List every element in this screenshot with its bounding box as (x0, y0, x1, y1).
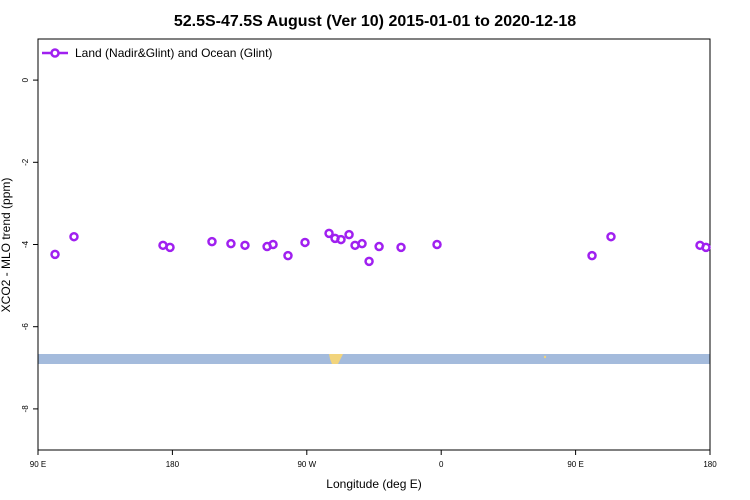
point (226, 238, 236, 249)
x-tick-label: 90 E (567, 460, 583, 469)
point (357, 238, 367, 249)
y-tick-label: 0 (21, 77, 30, 82)
x-axis-label: Longitude (deg E) (326, 477, 421, 491)
land-patch (329, 354, 343, 364)
point (50, 249, 60, 260)
point (606, 231, 616, 242)
point (374, 241, 384, 252)
y-tick-label: -2 (21, 158, 30, 166)
land-patch (543, 355, 547, 359)
legend-label: Land (Nadir&Glint) and Ocean (Glint) (75, 46, 272, 60)
point (336, 234, 346, 245)
plot-frame (37, 38, 711, 451)
point (283, 250, 293, 261)
point (300, 237, 310, 248)
y-tick-label: -6 (21, 323, 30, 331)
point (432, 239, 442, 250)
land-ocean-strip (38, 354, 710, 364)
point (207, 236, 217, 247)
point (701, 242, 711, 253)
y-tick-label: -8 (21, 405, 30, 413)
point (396, 242, 406, 253)
x-tick-label: 90 W (297, 460, 316, 469)
point (69, 231, 79, 242)
x-tick-label: 0 (439, 460, 444, 469)
chart-title: 52.5S-47.5S August (Ver 10) 2015-01-01 t… (174, 13, 576, 30)
point (344, 229, 354, 240)
x-tick-label: 180 (166, 460, 180, 469)
point (268, 239, 278, 250)
point (324, 228, 334, 239)
legend-marker (50, 48, 60, 58)
point (240, 240, 250, 251)
x-tick-label: 90 E (30, 460, 46, 469)
x-tick-label: 180 (703, 460, 717, 469)
y-tick-label: -4 (21, 240, 30, 248)
y-axis-label: XCO2 - MLO trend (ppm) (0, 178, 13, 313)
point (587, 250, 597, 261)
point (165, 242, 175, 253)
point (364, 256, 374, 267)
